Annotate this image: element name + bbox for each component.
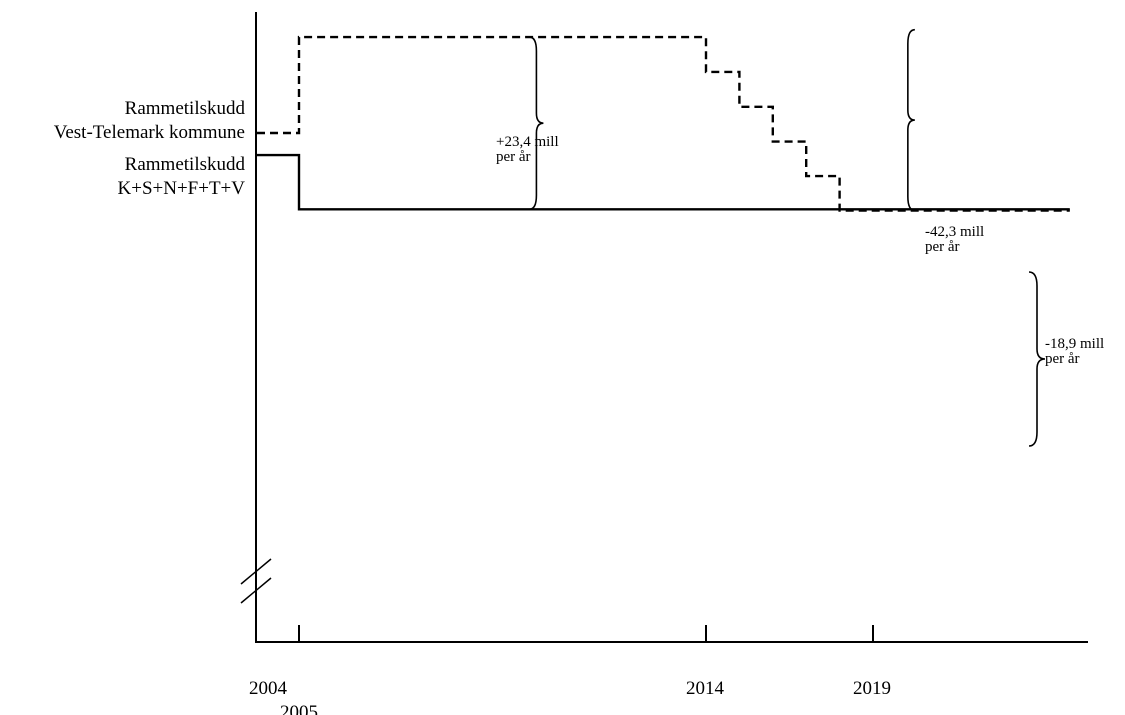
brace (529, 36, 544, 211)
annotation-text: per år (496, 149, 531, 165)
series (257, 35, 1070, 212)
annotation-text: +23,4 mill (496, 134, 559, 150)
axis-break-mark (240, 577, 272, 604)
series-line-2 (257, 153, 1070, 211)
x-tick-label: 2004 (249, 678, 288, 699)
x-tick-label: 2014 (686, 678, 725, 699)
x-tick-label: 2005 (280, 702, 318, 715)
axes (240, 12, 1088, 643)
series-label: Rammetilskudd (125, 154, 246, 175)
annotation-text: per år (925, 239, 960, 255)
labels: 2004 2005 2014 2019 Rammetilskudd Vest-Telema… (54, 98, 1104, 715)
series-label: Rammetilskudd (125, 98, 246, 119)
brace (1028, 271, 1046, 447)
annotation-text: per år (1045, 351, 1080, 367)
annotation-text: -42,3 mill (925, 224, 984, 240)
brace (907, 28, 915, 212)
series-label: K+S+N+F+T+V (118, 178, 246, 199)
x-tick-label: 2019 (853, 678, 891, 699)
annotation-text: -18,9 mill (1045, 336, 1104, 352)
series-line-1 (257, 35, 1070, 212)
series-label: Vest-Telemark kommune (54, 122, 245, 143)
x-ticks (298, 625, 874, 642)
axis-break-mark (240, 558, 272, 585)
